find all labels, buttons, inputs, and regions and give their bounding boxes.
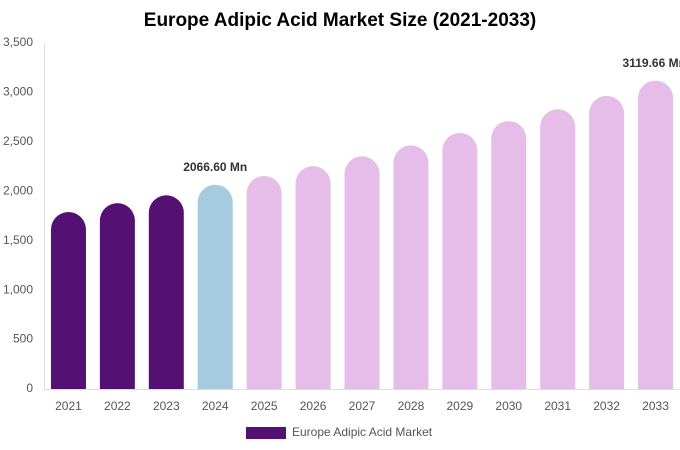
bar: [344, 156, 380, 389]
x-tick-label: 2025: [251, 399, 278, 413]
x-tick-label: 2030: [495, 399, 522, 413]
y-tick-label: 3,500: [3, 35, 33, 49]
bar: [148, 195, 184, 389]
bar: [442, 132, 478, 389]
data-label: 3119.66 Mn: [623, 56, 680, 70]
bar: [50, 212, 86, 389]
y-tick-label: 0: [26, 381, 33, 395]
y-tick-label: 1,000: [3, 282, 33, 296]
legend-label: Europe Adipic Acid Market: [292, 425, 433, 439]
y-tick-label: 2,500: [3, 134, 33, 148]
legend-swatch: [246, 427, 286, 439]
bar: [246, 175, 282, 389]
bar: [295, 166, 331, 389]
y-tick-label: 3,000: [3, 85, 33, 99]
x-tick-label: 2026: [300, 399, 327, 413]
x-tick-label: 2022: [104, 399, 131, 413]
x-tick-label: 2033: [642, 399, 669, 413]
x-tick-label: 2027: [349, 399, 376, 413]
bar: [393, 145, 429, 389]
x-tick-label: 2024: [202, 399, 229, 413]
bar: [491, 121, 527, 389]
bar: [589, 95, 625, 389]
y-tick-label: 500: [13, 332, 33, 346]
data-label: 2066.60 Mn: [183, 160, 247, 174]
bar: [197, 184, 233, 389]
x-tick-label: 2032: [593, 399, 620, 413]
x-tick-label: 2023: [153, 399, 180, 413]
bar: [99, 203, 135, 389]
x-tick-label: 2029: [446, 399, 473, 413]
bar: [638, 80, 674, 389]
y-tick-label: 2,000: [3, 183, 33, 197]
x-tick-label: 2028: [398, 399, 425, 413]
bar: [540, 109, 576, 389]
x-tick-label: 2021: [55, 399, 82, 413]
y-tick-label: 1,500: [3, 233, 33, 247]
x-tick-label: 2031: [544, 399, 571, 413]
chart-title: Europe Adipic Acid Market Size (2021-203…: [144, 10, 536, 31]
